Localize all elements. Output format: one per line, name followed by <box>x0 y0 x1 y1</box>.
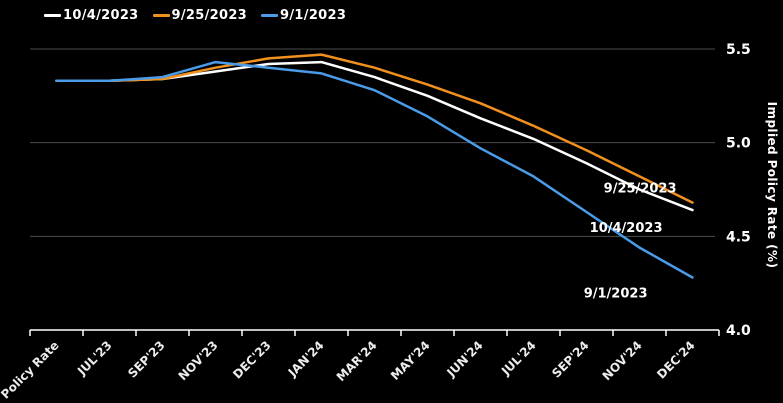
x-tick-label-11: NOV'24 <box>600 338 645 383</box>
chart-legend: 10/4/2023 9/25/2023 9/1/2023 <box>44 8 346 23</box>
legend-item-9-25-2023: 9/25/2023 <box>152 8 248 23</box>
legend-label: 9/25/2023 <box>171 8 248 23</box>
x-tick-label-7: MAY'24 <box>388 338 433 383</box>
y-tick-label-4.0: 4.0 <box>726 323 751 339</box>
series-end-label-2: 9/1/2023 <box>584 287 648 302</box>
series-line-2 <box>55 60 694 279</box>
x-tick-label-8: JUN'24 <box>443 338 485 380</box>
legend-label: 10/4/2023 <box>63 8 139 23</box>
y-tick-label-5.0: 5.0 <box>726 136 751 152</box>
x-tick-label-9: JUL'24 <box>498 338 538 378</box>
y-tick-label-5.5: 5.5 <box>726 42 751 58</box>
x-tick-label-1: JUL'23 <box>74 338 114 378</box>
x-tick-label-0: Policy Rate <box>0 338 62 401</box>
x-tick-label-2: SEP'23 <box>125 338 167 380</box>
legend-line-swatch-blue <box>261 14 279 17</box>
legend-line-swatch-orange <box>152 14 170 17</box>
series-line-0 <box>55 60 694 212</box>
legend-line-swatch-white <box>44 14 61 17</box>
x-tick-label-6: MAR'24 <box>334 338 380 384</box>
legend-item-10-4-2023: 10/4/2023 <box>44 8 139 23</box>
x-tick-label-12: DEC'24 <box>654 338 697 381</box>
x-tick-label-5: JAN'24 <box>285 338 327 380</box>
x-tick-label-10: SEP'24 <box>549 338 591 380</box>
legend-item-9-1-2023: 9/1/2023 <box>261 8 346 23</box>
legend-label: 9/1/2023 <box>280 8 347 23</box>
series-line-1 <box>55 53 694 204</box>
y-tick-label-4.5: 4.5 <box>726 229 751 245</box>
y-axis-title: Implied Policy Rate (%) <box>765 102 779 269</box>
series-end-label-1: 9/25/2023 <box>604 182 677 197</box>
series-end-label-0: 10/4/2023 <box>590 221 663 236</box>
x-tick-label-4: DEC'23 <box>230 338 273 381</box>
x-tick-label-3: NOV'23 <box>176 338 221 383</box>
